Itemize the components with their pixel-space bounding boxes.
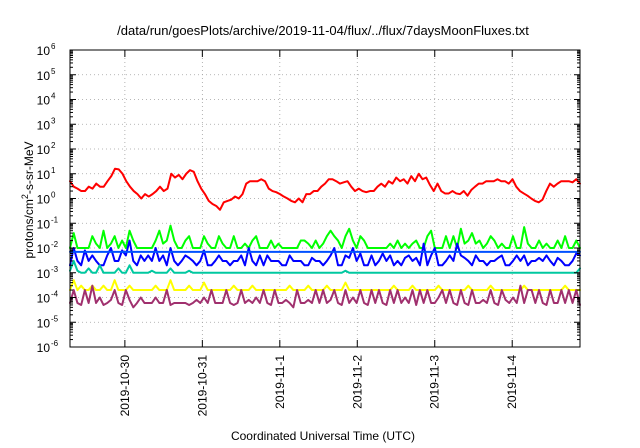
y-tick-exponent: -4 — [51, 290, 59, 299]
y-tick-exponent: 4 — [51, 92, 56, 101]
y-tick-label: 10 — [37, 316, 51, 330]
y-tick-exponent: -3 — [51, 265, 59, 274]
series-line-1 — [69, 167, 581, 211]
y-tick-label: 10 — [37, 44, 51, 58]
x-tick-label: 2019-10-30 — [118, 355, 132, 417]
y-tick-label: 10 — [37, 94, 51, 108]
y-tick-label: 10 — [37, 267, 51, 281]
y-tick-label: 10 — [37, 168, 51, 182]
x-axis-label: Coordinated Universal Time (UTC) — [231, 429, 415, 443]
y-tick-label: 10 — [37, 118, 51, 132]
y-tick-label: 10 — [37, 341, 51, 355]
y-tick-label: 10 — [37, 143, 51, 157]
y-tick-label: 10 — [37, 292, 51, 306]
y-tick-exponent: 1 — [51, 166, 56, 175]
series-layer — [69, 167, 581, 309]
x-tick-label: 2019-11-1 — [273, 355, 287, 409]
y-tick-exponent: 5 — [51, 67, 56, 76]
series-line-3 — [69, 239, 581, 267]
y-tick-label: 10 — [37, 242, 51, 256]
x-tick-label: 2019-11-3 — [428, 355, 442, 409]
series-line-7 — [69, 284, 581, 309]
series-line-5 — [69, 259, 581, 274]
x-tick-label: 2019-11-4 — [505, 355, 519, 409]
series-line-6 — [69, 279, 581, 292]
series-line-2 — [69, 224, 581, 249]
y-tick-exponent: 3 — [51, 116, 56, 125]
y-tick-label: 10 — [37, 193, 51, 207]
x-tick-labels: 2019-10-30 2019-10-31 2019-11-1 2019-11-2 20… — [118, 50, 519, 416]
y-tick-exponent: -5 — [51, 314, 59, 323]
y-tick-exponent: -6 — [51, 339, 59, 348]
y-tick-label: 10 — [37, 69, 51, 83]
y-tick-labels: 10 -610 -510 -410 -310 -210 -110 010 110 210 310 41… — [37, 42, 580, 355]
y-tick-exponent: -1 — [51, 215, 59, 224]
x-tick-label: 2019-10-31 — [195, 355, 209, 417]
y-tick-label: 10 — [37, 217, 51, 231]
y-tick-exponent: 0 — [51, 191, 56, 200]
y-tick-exponent: 2 — [51, 141, 56, 150]
y-tick-exponent: -2 — [51, 240, 59, 249]
y-tick-exponent: 6 — [51, 42, 56, 51]
x-tick-label: 2019-11-2 — [350, 355, 364, 409]
y-axis-label: protons/cm2-s-sr-MeV — [20, 141, 36, 258]
chart-title: /data/run/goesPlots/archive/2019-11-04/f… — [117, 23, 529, 38]
